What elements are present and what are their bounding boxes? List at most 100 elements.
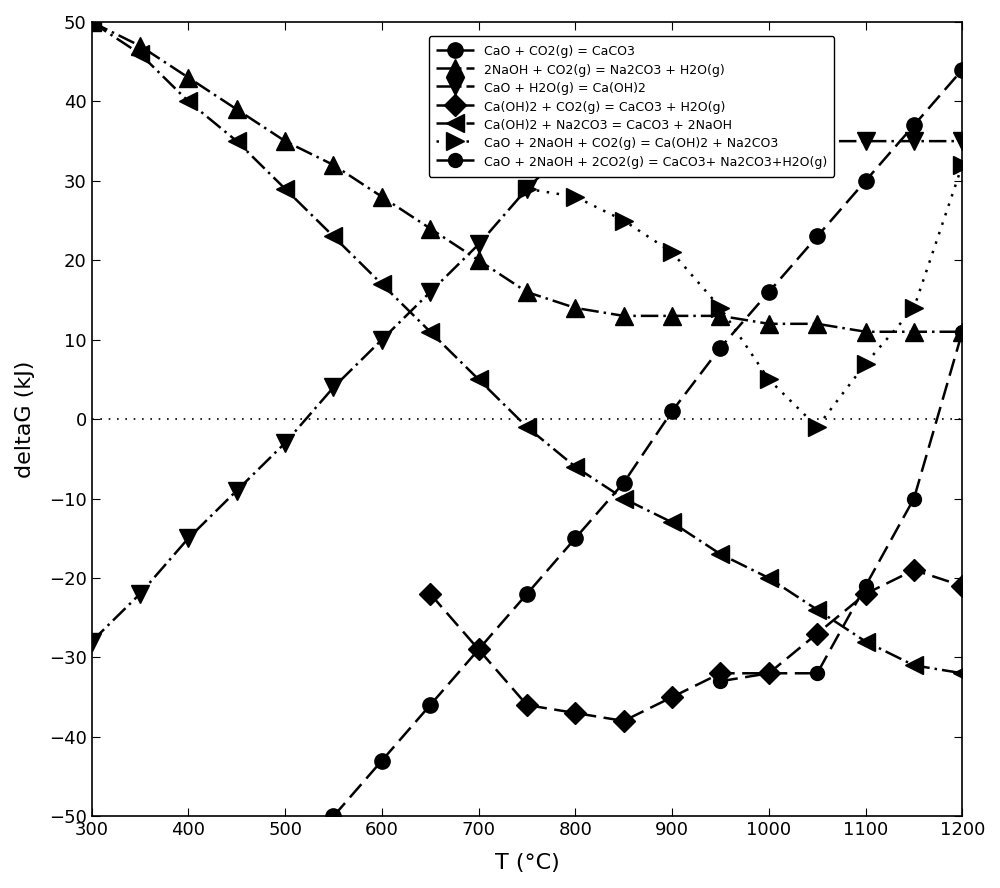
CaO + CO2(g) = CaCO3: [327, 811, 339, 821]
Ca(OH)2 + Na2CO3 = CaCO3 + 2NaOH: [811, 605, 823, 615]
Ca(OH)2 + CO2(g) = CaCO3 + H2O(g): [473, 644, 485, 654]
CaO + 2NaOH + 2CO2(g) = CaCO3+ Na2CO3+H2O(g): [860, 581, 872, 591]
CaO + H2O(g) = Ca(OH)2: [763, 136, 775, 147]
CaO + CO2(g) = CaCO3: [376, 756, 388, 766]
Line: Ca(OH)2 + CO2(g) = CaCO3 + H2O(g): Ca(OH)2 + CO2(g) = CaCO3 + H2O(g): [423, 562, 970, 728]
2NaOH + CO2(g) = Na2CO3 + H2O(g): [763, 319, 775, 329]
CaO + CO2(g) = CaCO3: [521, 589, 533, 599]
CaO + H2O(g) = Ca(OH)2: [860, 136, 872, 147]
Y-axis label: deltaG (kJ): deltaG (kJ): [15, 361, 35, 478]
Line: 2NaOH + CO2(g) = Na2CO3 + H2O(g): 2NaOH + CO2(g) = Na2CO3 + H2O(g): [83, 13, 971, 341]
2NaOH + CO2(g) = Na2CO3 + H2O(g): [182, 72, 194, 83]
CaO + 2NaOH + CO2(g) = Ca(OH)2 + Na2CO3: [763, 374, 775, 385]
Ca(OH)2 + Na2CO3 = CaCO3 + 2NaOH: [956, 668, 968, 678]
CaO + H2O(g) = Ca(OH)2: [908, 136, 920, 147]
Ca(OH)2 + CO2(g) = CaCO3 + H2O(g): [714, 668, 726, 678]
Legend: CaO + CO2(g) = CaCO3, 2NaOH + CO2(g) = Na2CO3 + H2O(g), CaO + H2O(g) = Ca(OH)2, : CaO + CO2(g) = CaCO3, 2NaOH + CO2(g) = N…: [429, 36, 834, 177]
Line: CaO + CO2(g) = CaCO3: CaO + CO2(g) = CaCO3: [326, 62, 970, 824]
Ca(OH)2 + CO2(g) = CaCO3 + H2O(g): [424, 589, 436, 599]
CaO + H2O(g) = Ca(OH)2: [714, 136, 726, 147]
Ca(OH)2 + Na2CO3 = CaCO3 + 2NaOH: [424, 327, 436, 337]
2NaOH + CO2(g) = Na2CO3 + H2O(g): [376, 192, 388, 202]
X-axis label: T (°C): T (°C): [495, 853, 559, 873]
2NaOH + CO2(g) = Na2CO3 + H2O(g): [618, 311, 630, 321]
CaO + CO2(g) = CaCO3: [569, 533, 581, 543]
Ca(OH)2 + Na2CO3 = CaCO3 + 2NaOH: [763, 573, 775, 583]
Ca(OH)2 + CO2(g) = CaCO3 + H2O(g): [763, 668, 775, 678]
CaO + 2NaOH + 2CO2(g) = CaCO3+ Na2CO3+H2O(g): [908, 493, 920, 503]
CaO + 2NaOH + 2CO2(g) = CaCO3+ Na2CO3+H2O(g): [811, 668, 823, 678]
CaO + 2NaOH + CO2(g) = Ca(OH)2 + Na2CO3: [714, 303, 726, 313]
CaO + 2NaOH + CO2(g) = Ca(OH)2 + Na2CO3: [908, 303, 920, 313]
Ca(OH)2 + Na2CO3 = CaCO3 + 2NaOH: [182, 96, 194, 107]
Ca(OH)2 + Na2CO3 = CaCO3 + 2NaOH: [376, 279, 388, 289]
Line: CaO + 2NaOH + CO2(g) = Ca(OH)2 + Na2CO3: CaO + 2NaOH + CO2(g) = Ca(OH)2 + Na2CO3: [518, 156, 971, 436]
CaO + CO2(g) = CaCO3: [424, 700, 436, 710]
CaO + 2NaOH + CO2(g) = Ca(OH)2 + Na2CO3: [666, 247, 678, 258]
Ca(OH)2 + Na2CO3 = CaCO3 + 2NaOH: [231, 136, 243, 147]
2NaOH + CO2(g) = Na2CO3 + H2O(g): [666, 311, 678, 321]
CaO + H2O(g) = Ca(OH)2: [473, 239, 485, 250]
CaO + 2NaOH + 2CO2(g) = CaCO3+ Na2CO3+H2O(g): [956, 327, 968, 337]
CaO + 2NaOH + 2CO2(g) = CaCO3+ Na2CO3+H2O(g): [763, 668, 775, 678]
2NaOH + CO2(g) = Na2CO3 + H2O(g): [424, 223, 436, 234]
Ca(OH)2 + Na2CO3 = CaCO3 + 2NaOH: [473, 374, 485, 385]
CaO + H2O(g) = Ca(OH)2: [86, 636, 98, 646]
CaO + H2O(g) = Ca(OH)2: [279, 438, 291, 448]
Ca(OH)2 + Na2CO3 = CaCO3 + 2NaOH: [521, 422, 533, 432]
CaO + 2NaOH + CO2(g) = Ca(OH)2 + Na2CO3: [956, 160, 968, 170]
2NaOH + CO2(g) = Na2CO3 + H2O(g): [86, 17, 98, 28]
CaO + H2O(g) = Ca(OH)2: [327, 382, 339, 392]
2NaOH + CO2(g) = Na2CO3 + H2O(g): [956, 327, 968, 337]
Ca(OH)2 + Na2CO3 = CaCO3 + 2NaOH: [860, 636, 872, 646]
2NaOH + CO2(g) = Na2CO3 + H2O(g): [521, 287, 533, 297]
CaO + H2O(g) = Ca(OH)2: [231, 485, 243, 496]
2NaOH + CO2(g) = Na2CO3 + H2O(g): [473, 255, 485, 266]
CaO + H2O(g) = Ca(OH)2: [376, 335, 388, 345]
CaO + H2O(g) = Ca(OH)2: [521, 184, 533, 194]
CaO + 2NaOH + CO2(g) = Ca(OH)2 + Na2CO3: [569, 192, 581, 202]
CaO + CO2(g) = CaCO3: [908, 120, 920, 131]
CaO + CO2(g) = CaCO3: [714, 342, 726, 353]
CaO + CO2(g) = CaCO3: [956, 64, 968, 75]
CaO + 2NaOH + CO2(g) = Ca(OH)2 + Na2CO3: [618, 215, 630, 226]
2NaOH + CO2(g) = Na2CO3 + H2O(g): [279, 136, 291, 147]
Ca(OH)2 + Na2CO3 = CaCO3 + 2NaOH: [714, 549, 726, 559]
Ca(OH)2 + Na2CO3 = CaCO3 + 2NaOH: [134, 49, 146, 59]
Ca(OH)2 + CO2(g) = CaCO3 + H2O(g): [908, 565, 920, 575]
2NaOH + CO2(g) = Na2CO3 + H2O(g): [714, 311, 726, 321]
CaO + H2O(g) = Ca(OH)2: [956, 136, 968, 147]
CaO + CO2(g) = CaCO3: [763, 287, 775, 297]
Line: CaO + 2NaOH + 2CO2(g) = CaCO3+ Na2CO3+H2O(g): CaO + 2NaOH + 2CO2(g) = CaCO3+ Na2CO3+H2…: [714, 325, 969, 688]
CaO + H2O(g) = Ca(OH)2: [618, 136, 630, 147]
Ca(OH)2 + Na2CO3 = CaCO3 + 2NaOH: [279, 184, 291, 194]
Ca(OH)2 + CO2(g) = CaCO3 + H2O(g): [956, 581, 968, 591]
CaO + CO2(g) = CaCO3: [811, 231, 823, 242]
Line: Ca(OH)2 + Na2CO3 = CaCO3 + 2NaOH: Ca(OH)2 + Na2CO3 = CaCO3 + 2NaOH: [83, 13, 971, 682]
2NaOH + CO2(g) = Na2CO3 + H2O(g): [134, 41, 146, 52]
CaO + 2NaOH + CO2(g) = Ca(OH)2 + Na2CO3: [521, 184, 533, 194]
CaO + CO2(g) = CaCO3: [860, 176, 872, 186]
2NaOH + CO2(g) = Na2CO3 + H2O(g): [860, 327, 872, 337]
Ca(OH)2 + CO2(g) = CaCO3 + H2O(g): [521, 700, 533, 710]
2NaOH + CO2(g) = Na2CO3 + H2O(g): [811, 319, 823, 329]
CaO + H2O(g) = Ca(OH)2: [569, 136, 581, 147]
2NaOH + CO2(g) = Na2CO3 + H2O(g): [908, 327, 920, 337]
Ca(OH)2 + CO2(g) = CaCO3 + H2O(g): [811, 628, 823, 638]
2NaOH + CO2(g) = Na2CO3 + H2O(g): [231, 104, 243, 115]
CaO + CO2(g) = CaCO3: [618, 478, 630, 488]
CaO + CO2(g) = CaCO3: [666, 406, 678, 416]
2NaOH + CO2(g) = Na2CO3 + H2O(g): [569, 303, 581, 313]
Ca(OH)2 + Na2CO3 = CaCO3 + 2NaOH: [569, 462, 581, 472]
CaO + 2NaOH + CO2(g) = Ca(OH)2 + Na2CO3: [811, 422, 823, 432]
CaO + 2NaOH + CO2(g) = Ca(OH)2 + Na2CO3: [860, 358, 872, 369]
Ca(OH)2 + Na2CO3 = CaCO3 + 2NaOH: [908, 660, 920, 670]
CaO + H2O(g) = Ca(OH)2: [134, 589, 146, 599]
CaO + CO2(g) = CaCO3: [473, 644, 485, 654]
Line: CaO + H2O(g) = Ca(OH)2: CaO + H2O(g) = Ca(OH)2: [83, 132, 971, 651]
Ca(OH)2 + CO2(g) = CaCO3 + H2O(g): [666, 692, 678, 702]
CaO + 2NaOH + 2CO2(g) = CaCO3+ Na2CO3+H2O(g): [714, 676, 726, 686]
Ca(OH)2 + CO2(g) = CaCO3 + H2O(g): [569, 708, 581, 718]
Ca(OH)2 + CO2(g) = CaCO3 + H2O(g): [618, 716, 630, 726]
CaO + H2O(g) = Ca(OH)2: [666, 136, 678, 147]
